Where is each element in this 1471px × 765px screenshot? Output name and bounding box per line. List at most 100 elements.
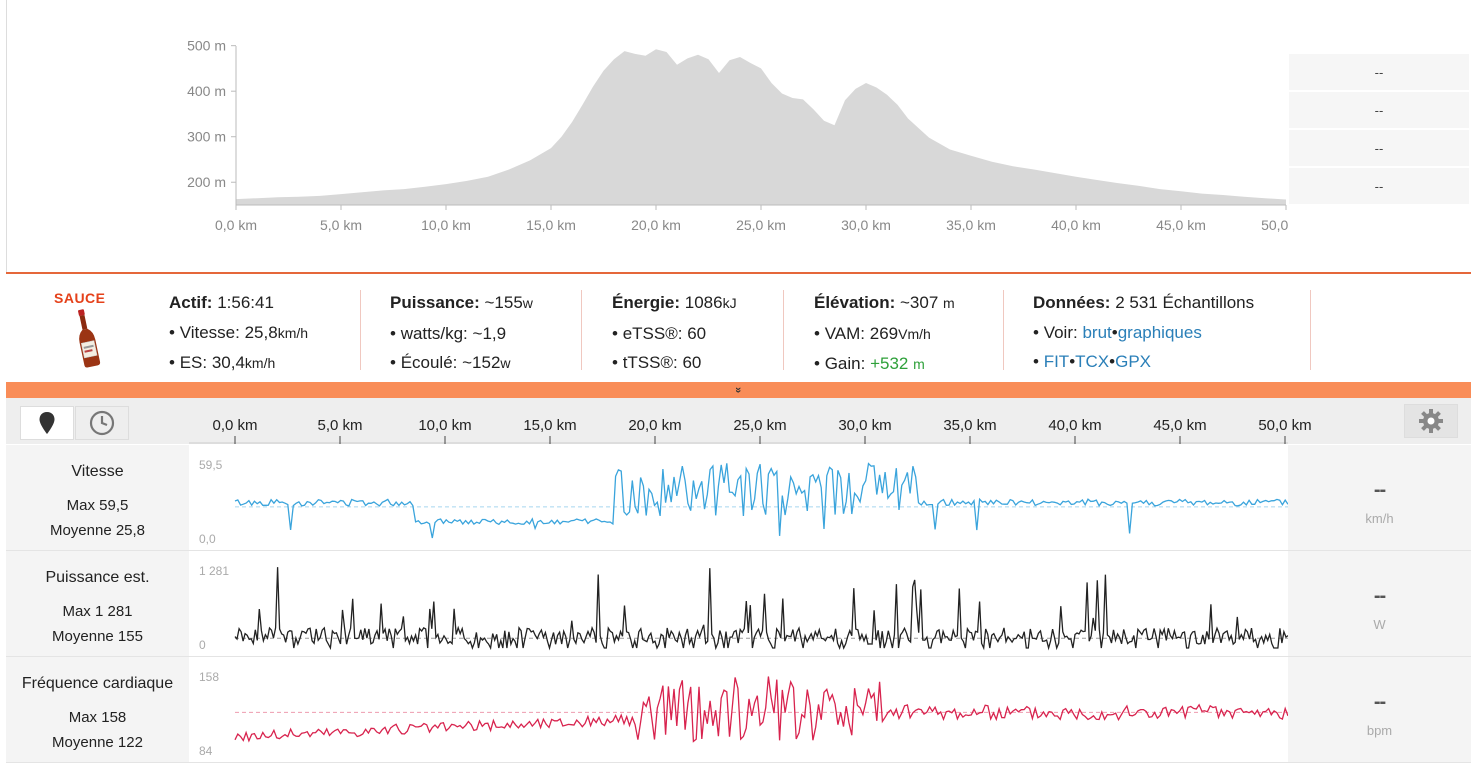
elevation-label: Élévation: [814,293,896,312]
settings-button[interactable] [1404,404,1458,438]
stream-series-line [234,462,1288,539]
stream-value-panel: -- W [1288,551,1471,656]
ttss-label: tTSS®: [622,353,678,372]
stream-top-label: 1 281 [199,564,229,578]
speed-label: Vitesse: [179,322,240,342]
speed-value: 25,8 [244,322,278,342]
stream-current-value: -- [1373,479,1386,501]
stream-label-panel: Puissance est. Max 1 281 Moyenne 155 [6,551,189,656]
elevation-x-tick-label: 50,0 km [1261,217,1289,233]
stream-header: 0,0 km 5,0 km 10,0 km 15,0 km 20,0 km 25,0 km… [6,398,1471,444]
double-chevron-down-icon: » [732,386,745,394]
stream-max: Max 158 [68,709,127,726]
brand-logo: SAUCE [54,290,106,306]
vam-label: VAM: [824,323,865,343]
divider [6,272,1471,274]
stream-axis-tick-label: 0,0 km [212,417,257,434]
gain-label: Gain: [824,354,866,373]
stream-series-line [234,676,1288,743]
elevation-area [236,49,1286,205]
energy-unit: kJ [722,295,737,311]
elevation-unit: m [943,295,955,311]
data-value: 2 531 Échantillons [1115,293,1255,312]
fit-export-link[interactable]: FIT [1043,352,1070,371]
stream-axis-tick-label: 25,0 km [733,417,786,434]
tcx-export-link[interactable]: TCX [1075,352,1110,371]
time-axis-button[interactable] [75,406,129,440]
column-separator [1310,290,1311,370]
stream-name: Fréquence cardiaque [21,675,174,692]
elevation-side-value-2: -- [1289,92,1469,129]
stream-average: Moyenne 25,8 [49,522,146,539]
elevation-x-tick-label: 45,0 km [1156,217,1206,233]
speed-chart[interactable]: 59,5 0,0 [189,445,1288,551]
gpx-export-link[interactable]: GPX [1115,352,1151,371]
elevation-value: ~307 [899,293,939,312]
stats-elevation-col: Élévation: ~307 m VAM: 269Vm/h Gain: +53… [814,288,1004,373]
power-unit: w [522,295,533,311]
stream-row-speed: Vitesse Max 59,5 Moyenne 25,8 59,5 0,0 --… [6,445,1471,551]
elevation-x-tick-label: 20,0 km [631,217,681,233]
active-label: Actif: [169,293,213,312]
stream-axis-tick-label: 40,0 km [1048,417,1101,434]
stream-axis-tick-label: 30,0 km [838,417,891,434]
stream-average: Moyenne 122 [52,734,143,751]
stream-top-label: 158 [199,670,219,684]
stats-bar: SAUCE Actif: 1:56:41 Vitesse: 25,8km/h E… [6,274,1471,382]
vam-value: 269 [869,323,899,343]
stream-name: Vitesse [71,463,124,480]
stream-axis-tick-label: 10,0 km [418,417,471,434]
elevation-side-value-1: -- [1289,54,1469,91]
stream-average: Moyenne 155 [52,628,143,645]
charts-link[interactable]: graphiques [1117,322,1202,342]
map-pin-icon [39,412,55,434]
wkg-label: watts/kg: [400,323,468,343]
elevation-side-value-3: -- [1289,130,1469,167]
elevation-x-tick-label: 0,0 km [215,217,257,233]
stream-current-value: -- [1373,691,1386,713]
column-separator [581,290,582,370]
stream-bottom-label: 84 [199,744,213,758]
energy-value: 1086 [684,293,723,312]
elapsed-value: ~152 [462,353,501,372]
stream-bottom-label: 0,0 [199,532,216,546]
stream-value-panel: -- km/h [1288,445,1471,550]
expand-toggle[interactable]: » [6,382,1471,398]
elevation-chart[interactable]: 500 m 400 m 300 m 200 m 0,0 km 5,0 km 10,0 km 1… [7,0,1289,272]
column-separator [360,290,361,370]
heart-rate-chart[interactable]: 158 84 [189,657,1288,763]
stream-unit: bpm [1366,723,1393,738]
stream-axis-tick-label: 5,0 km [317,417,362,434]
view-label: Voir: [1043,322,1078,342]
stream-name: Puissance est. [45,569,150,586]
raw-link[interactable]: brut [1082,322,1112,342]
column-separator [783,290,784,370]
ttss-value: 60 [682,353,702,372]
sauce-bottle-icon [78,309,101,368]
power-value: ~155 [484,293,523,312]
elevation-x-tick-label: 10,0 km [421,217,471,233]
stream-axis-tick-label: 45,0 km [1153,417,1206,434]
stream-axis-tick-label: 15,0 km [523,417,576,434]
stream-axis-tick-label: 50,0 km [1258,417,1311,434]
stream-row-power: Puissance est. Max 1 281 Moyenne 155 1 2… [6,551,1471,657]
stats-time-col: Actif: 1:56:41 Vitesse: 25,8km/h ES: 30,… [169,288,359,372]
stream-unit: km/h [1365,511,1394,526]
stream-unit: W [1373,617,1386,632]
stream-distance-axis: 0,0 km 5,0 km 10,0 km 15,0 km 20,0 km 25,0 km… [189,417,1312,444]
elevation-y-tick-label: 500 m [187,38,226,54]
elevation-y-tick-label: 300 m [187,129,226,145]
power-label: Puissance: [390,293,480,312]
stream-label-panel: Vitesse Max 59,5 Moyenne 25,8 [6,445,189,550]
elevation-x-tick-label: 30,0 km [841,217,891,233]
elevation-y-tick-label: 400 m [187,83,226,99]
power-chart[interactable]: 1 281 0 [189,551,1288,657]
elevation-panel: 500 m 400 m 300 m 200 m 0,0 km 5,0 km 10,0 km 1… [6,0,1471,273]
map-pin-button[interactable] [20,406,74,440]
stream-max: Max 59,5 [66,497,129,514]
etss-value: 60 [687,323,707,343]
vam-unit: Vm/h [898,325,931,342]
stream-axis-tick-label: 35,0 km [943,417,996,434]
stream-row-heart-rate: Fréquence cardiaque Max 158 Moyenne 122 … [6,657,1471,763]
stream-max: Max 1 281 [62,603,133,620]
